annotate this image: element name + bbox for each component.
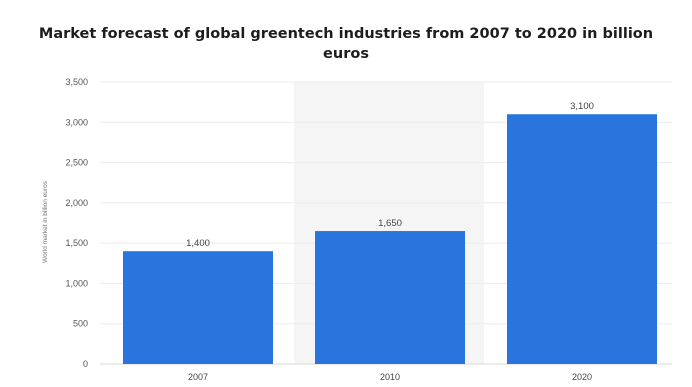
bars xyxy=(123,114,657,364)
x-axis-labels: 2007 2010 2020 xyxy=(188,372,592,382)
y-tick-label: 1,500 xyxy=(65,238,88,248)
bar xyxy=(315,231,465,364)
y-tick-label: 0 xyxy=(83,359,88,369)
bar xyxy=(507,114,657,364)
y-tick-label: 1,000 xyxy=(65,278,88,288)
y-tick-label: 3,500 xyxy=(65,77,88,87)
y-tick-label: 2,000 xyxy=(65,198,88,208)
y-axis-ticks: 0 500 1,000 1,500 2,000 2,500 3,000 3,500 xyxy=(65,77,88,369)
data-labels: 1,400 1,650 3,100 xyxy=(186,101,594,249)
data-label: 1,650 xyxy=(378,218,402,229)
bar xyxy=(123,251,273,364)
y-axis-label: World market in billion euros xyxy=(42,180,49,263)
data-label: 1,400 xyxy=(186,238,210,249)
y-tick-label: 3,000 xyxy=(65,117,88,127)
y-tick-label: 2,500 xyxy=(65,158,88,168)
x-tick-label: 2010 xyxy=(380,372,400,382)
data-label: 3,100 xyxy=(570,101,594,112)
chart-title: Market forecast of global greentech indu… xyxy=(38,26,654,62)
x-tick-label: 2020 xyxy=(572,372,592,382)
x-tick-label: 2007 xyxy=(188,372,208,382)
y-tick-label: 500 xyxy=(73,319,88,329)
